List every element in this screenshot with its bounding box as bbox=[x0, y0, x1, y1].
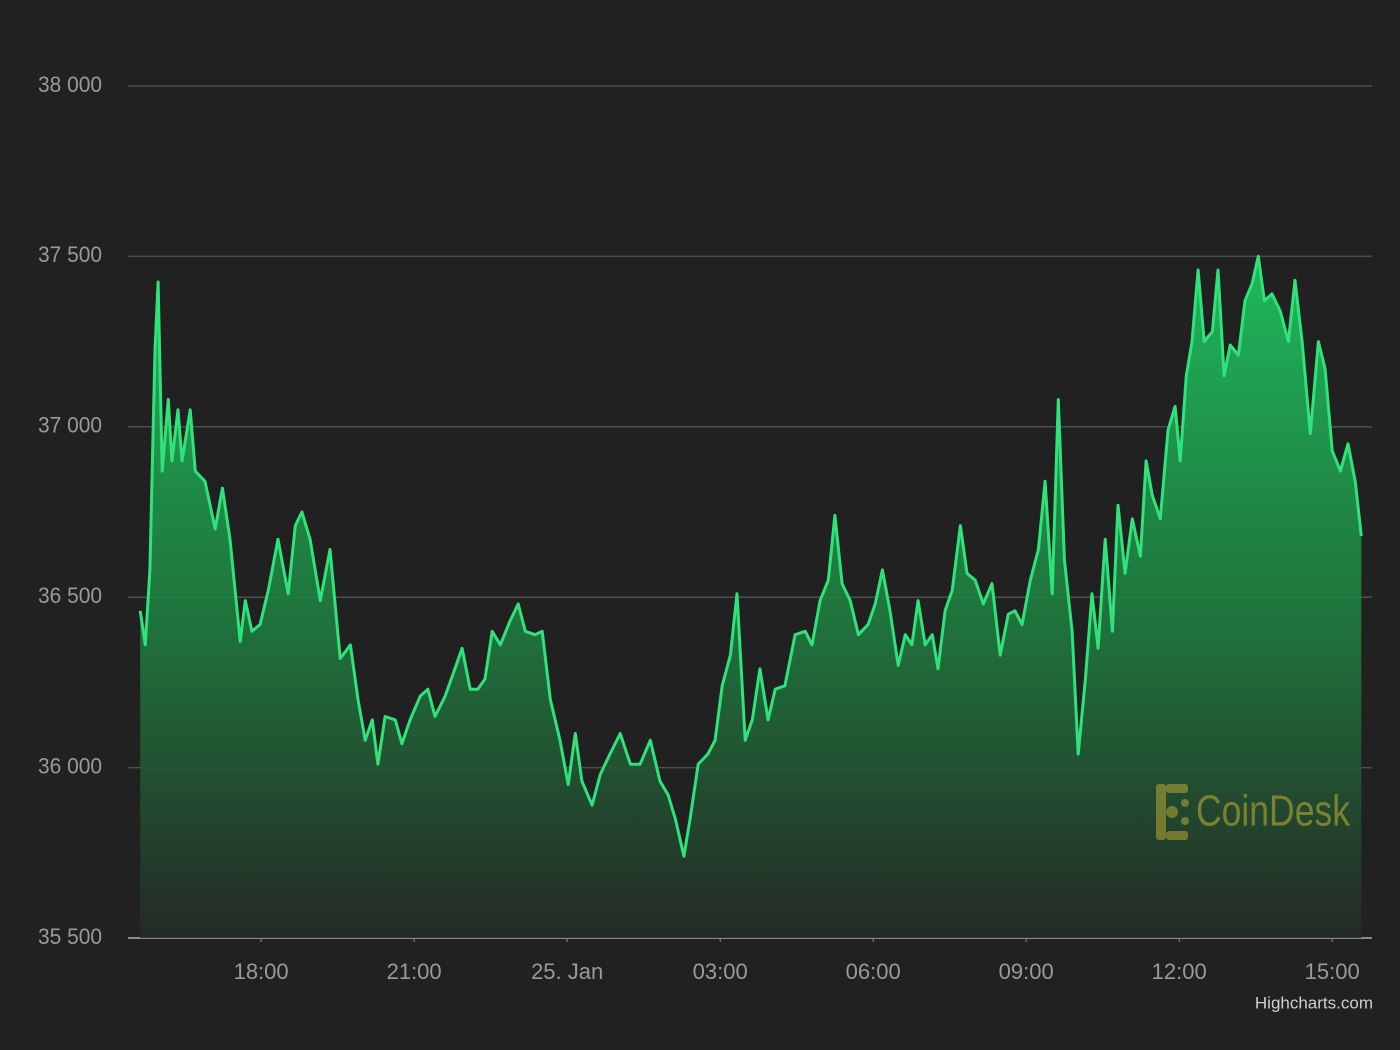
credits[interactable]: Highcharts.com bbox=[1255, 993, 1373, 1012]
y-tick-label: 38 000 bbox=[38, 72, 102, 97]
area-fill bbox=[140, 256, 1362, 938]
y-tick-label: 37 000 bbox=[38, 413, 102, 438]
x-tick-label: 03:00 bbox=[693, 959, 748, 984]
y-tick-label: 37 500 bbox=[38, 242, 102, 267]
x-tick-label: 12:00 bbox=[1152, 959, 1207, 984]
y-tick-label: 35 500 bbox=[38, 924, 102, 949]
x-tick-label: 06:00 bbox=[846, 959, 901, 984]
x-tick-label: 15:00 bbox=[1305, 959, 1360, 984]
x-tick-label: 21:00 bbox=[387, 959, 442, 984]
price-line bbox=[138, 254, 1363, 858]
x-tick-label: 18:00 bbox=[234, 959, 289, 984]
x-tick-label: 25. Jan bbox=[531, 959, 603, 984]
watermark: CoinDesk bbox=[1196, 787, 1351, 836]
y-tick-label: 36 500 bbox=[38, 583, 102, 608]
y-tick-label: 36 000 bbox=[38, 753, 102, 778]
watermark-logo bbox=[1156, 784, 1189, 840]
x-tick-label: 09:00 bbox=[999, 959, 1054, 984]
